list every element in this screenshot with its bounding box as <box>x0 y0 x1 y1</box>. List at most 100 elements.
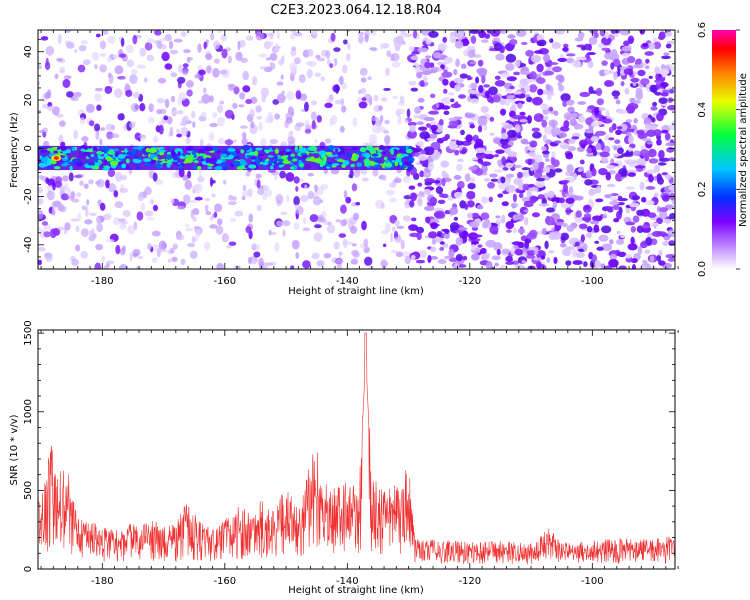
heatmap-cell <box>68 172 74 182</box>
heatmap-cell <box>415 65 422 73</box>
heatmap-cell <box>541 150 550 155</box>
heatmap-cell <box>276 220 283 227</box>
colorbar-tick-label: 0.0 <box>697 261 708 277</box>
heatmap-cell <box>307 190 315 200</box>
heatmap-cell <box>657 177 664 185</box>
heatmap-cell <box>241 195 246 201</box>
heatmap-cell <box>606 183 616 188</box>
heatmap-cell <box>350 225 358 234</box>
heatmap-cell <box>523 85 531 91</box>
heatmap-cell <box>579 91 591 98</box>
heatmap-cell <box>114 65 124 75</box>
heatmap-cell <box>566 224 575 232</box>
heatmap-cell <box>624 253 632 259</box>
heatmap-cell <box>212 112 218 118</box>
heatmap-cell <box>352 117 358 127</box>
heatmap-cell <box>477 244 483 248</box>
heatmap-cell <box>95 244 104 251</box>
heatmap-cell <box>488 196 494 203</box>
heatmap-cell <box>614 139 621 144</box>
heatmap-cell <box>395 156 402 163</box>
heatmap-cell <box>594 260 602 268</box>
heatmap-cell <box>552 231 562 240</box>
heatmap-cell <box>285 148 291 152</box>
heatmap-cell <box>648 174 654 183</box>
heatmap-cell <box>489 132 495 136</box>
spectrogram-ytick-label: -40 <box>23 237 34 253</box>
heatmap-cell <box>364 256 373 266</box>
heatmap-cell <box>429 197 438 206</box>
heatmap-cell <box>569 172 575 176</box>
heatmap-cell <box>73 91 82 98</box>
heatmap-cell <box>94 262 102 269</box>
heatmap-cell <box>397 149 403 153</box>
heatmap-cell <box>314 72 321 77</box>
heatmap-cell <box>526 250 537 256</box>
heatmap-cells <box>38 30 675 269</box>
heatmap-cell <box>124 148 128 154</box>
heatmap-cell <box>623 68 634 75</box>
heatmap-cell <box>342 159 350 166</box>
heatmap-cell <box>176 128 180 134</box>
heatmap-cell <box>563 112 573 121</box>
heatmap-cell <box>246 35 254 41</box>
heatmap-cell <box>551 197 561 203</box>
heatmap-cell <box>500 176 506 184</box>
heatmap-cell <box>416 226 425 234</box>
heatmap-cell <box>517 102 523 109</box>
heatmap-cell <box>74 49 78 53</box>
heatmap-cell <box>347 153 354 159</box>
heatmap-cell <box>667 229 675 238</box>
heatmap-cell <box>221 233 229 243</box>
heatmap-cell <box>648 158 659 164</box>
heatmap-cell <box>107 150 116 155</box>
heatmap-cell <box>560 202 570 209</box>
heatmap-cell <box>180 126 189 137</box>
heatmap-cell <box>114 201 124 209</box>
heatmap-cell <box>389 197 397 203</box>
heatmap-cell <box>598 234 609 242</box>
heatmap-cell <box>509 85 515 90</box>
heatmap-cell <box>407 163 415 170</box>
heatmap-cell <box>646 169 657 175</box>
heatmap-cell <box>658 149 665 159</box>
heatmap-cell <box>428 30 439 38</box>
heatmap-cell <box>239 92 246 100</box>
heatmap-cell <box>293 176 300 184</box>
heatmap-cell <box>291 239 300 250</box>
heatmap-cell <box>641 138 652 142</box>
heatmap-cell <box>478 69 487 78</box>
heatmap-cell <box>665 43 672 49</box>
heatmap-cell <box>431 66 440 70</box>
heatmap-cell <box>345 196 352 204</box>
heatmap-cell <box>617 147 624 155</box>
heatmap-cell <box>568 186 574 194</box>
heatmap-cell <box>228 241 237 246</box>
heatmap-cell <box>436 62 447 66</box>
heatmap-cell <box>659 68 669 76</box>
heatmap-cell <box>158 149 166 153</box>
heatmap-cell <box>455 237 463 246</box>
heatmap-cell <box>88 148 93 153</box>
heatmap-cell <box>530 54 542 63</box>
heatmap-cell <box>45 254 53 263</box>
heatmap-cell <box>75 225 80 233</box>
heatmap-cell <box>254 157 259 164</box>
heatmap-cell <box>251 243 257 251</box>
heatmap-cell <box>138 256 143 260</box>
heatmap-cell <box>604 194 612 199</box>
heatmap-cell <box>526 115 532 124</box>
heatmap-cell <box>230 217 236 222</box>
heatmap-cell <box>120 37 125 47</box>
heatmap-cell <box>206 65 212 74</box>
heatmap-cell <box>121 163 127 169</box>
heatmap-cell <box>139 137 146 141</box>
heatmap-cell <box>595 198 604 203</box>
heatmap-cell <box>526 96 533 103</box>
heatmap-cell <box>453 77 464 84</box>
heatmap-cell <box>588 188 595 197</box>
heatmap-cell <box>38 259 43 266</box>
heatmap-cell <box>83 183 89 189</box>
heatmap-cell <box>212 67 220 78</box>
heatmap-cell <box>669 88 675 94</box>
